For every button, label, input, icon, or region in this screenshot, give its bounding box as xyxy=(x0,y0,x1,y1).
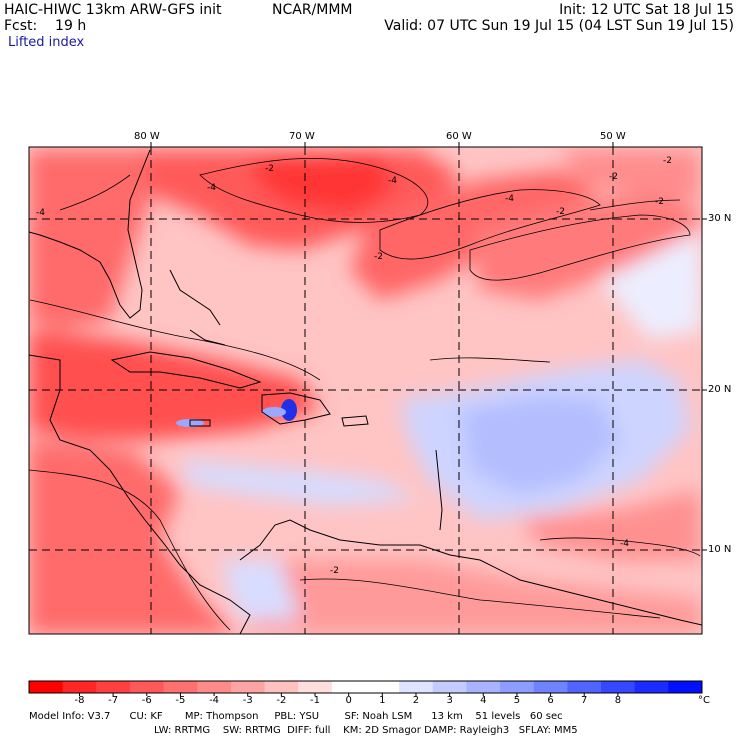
contour-label: -4 xyxy=(505,194,514,204)
colorbar-tick-label: -6 xyxy=(141,695,152,706)
colorbar-swatch xyxy=(365,681,400,693)
colorbar-tick-label: -1 xyxy=(310,695,320,706)
colorbar-swatch xyxy=(129,681,165,693)
forecast-hour: Fcst: 19 h xyxy=(4,18,87,34)
contour-label: -2 xyxy=(655,197,664,207)
colorbar-swatch xyxy=(197,681,232,693)
colorbar-swatch xyxy=(399,681,434,693)
contour-label: -2 xyxy=(609,172,618,182)
colorbar xyxy=(28,680,703,696)
model-info-line1: Model Info: V3.7 CU: KF MP: Thompson PBL… xyxy=(29,711,563,722)
colorbar-tick-label: 5 xyxy=(513,695,521,706)
colorbar-swatch xyxy=(533,681,568,693)
colorbar-tick-label: -4 xyxy=(209,695,220,706)
colorbar-tick-label: 7 xyxy=(581,695,588,706)
colorbar-tick-label: 6 xyxy=(547,695,554,706)
colorbar-tick-label: -5 xyxy=(175,695,186,706)
colorbar-tick-label: 4 xyxy=(480,695,487,706)
colorbar-tick-label: 8 xyxy=(614,695,622,706)
colorbar-swatch xyxy=(432,681,467,693)
colorbar-swatch xyxy=(163,681,198,693)
colorbar-swatch xyxy=(298,681,333,693)
colorbar-swatch xyxy=(96,681,131,693)
contour-label: -2 xyxy=(663,156,672,166)
model-info-line2: LW: RRTMG SW: RRTMG DIFF: full KM: 2D Sm… xyxy=(154,725,578,736)
colorbar-swatch xyxy=(634,681,669,693)
lifted-index-field xyxy=(29,150,702,634)
lon-label-70w: 70 W xyxy=(289,131,315,142)
lat-label-30n: 30 N xyxy=(708,213,732,224)
positive-maximum xyxy=(281,399,297,421)
lat-label-20n: 20 N xyxy=(708,384,732,395)
colorbar-swatch xyxy=(29,681,64,693)
colorbar-tick-label: 0 xyxy=(345,695,352,706)
colorbar-tick-label: -8 xyxy=(74,695,85,706)
lon-label-60w: 60 W xyxy=(446,131,472,142)
colorbar-swatch xyxy=(466,681,501,693)
lon-label-80w: 80 W xyxy=(134,131,160,142)
colorbar-tick-label: 1 xyxy=(379,695,386,706)
colorbar-tick-label: -2 xyxy=(276,695,287,706)
contour-label: -4 xyxy=(388,176,397,186)
lon-label-50w: 50 W xyxy=(600,131,626,142)
colorbar-tick-label: 2 xyxy=(412,695,420,706)
valid-time: Valid: 07 UTC Sun 19 Jul 15 (04 LST Sun … xyxy=(384,18,734,34)
contour-label: -2 xyxy=(556,207,565,217)
colorbar-swatch xyxy=(264,681,299,693)
colorbar-swatch xyxy=(567,681,602,693)
colorbar-unit: °C xyxy=(698,695,710,706)
contour-label: -4 xyxy=(620,539,629,549)
init-time: Init: 12 UTC Sat 18 Jul 15 xyxy=(559,2,734,18)
colorbar-tick-label: -7 xyxy=(108,695,119,706)
contour-label: -2 xyxy=(330,566,339,576)
contour-label: -4 xyxy=(36,208,45,218)
colorbar-swatch xyxy=(331,681,366,693)
colorbar-swatch xyxy=(500,681,535,693)
organization: NCAR/MMM xyxy=(272,2,353,18)
colorbar-tick-label: 3 xyxy=(446,695,453,706)
colorbar-swatch xyxy=(62,681,97,693)
contour-lines xyxy=(29,157,701,631)
contour-label: -2 xyxy=(374,252,383,262)
colorbar-swatch xyxy=(668,681,703,693)
contour-label: -2 xyxy=(265,164,274,174)
model-title: HAIC-HIWC 13km ARW-GFS init xyxy=(4,2,222,18)
colorbar-swatch xyxy=(601,681,636,693)
field-name: Lifted index xyxy=(8,35,85,50)
contour-label: -4 xyxy=(207,183,216,193)
colorbar-swatch xyxy=(230,681,266,693)
lat-label-10n: 10 N xyxy=(708,544,732,555)
colorbar-tick-label: -3 xyxy=(242,695,253,706)
lat-lon-grid xyxy=(29,147,702,634)
